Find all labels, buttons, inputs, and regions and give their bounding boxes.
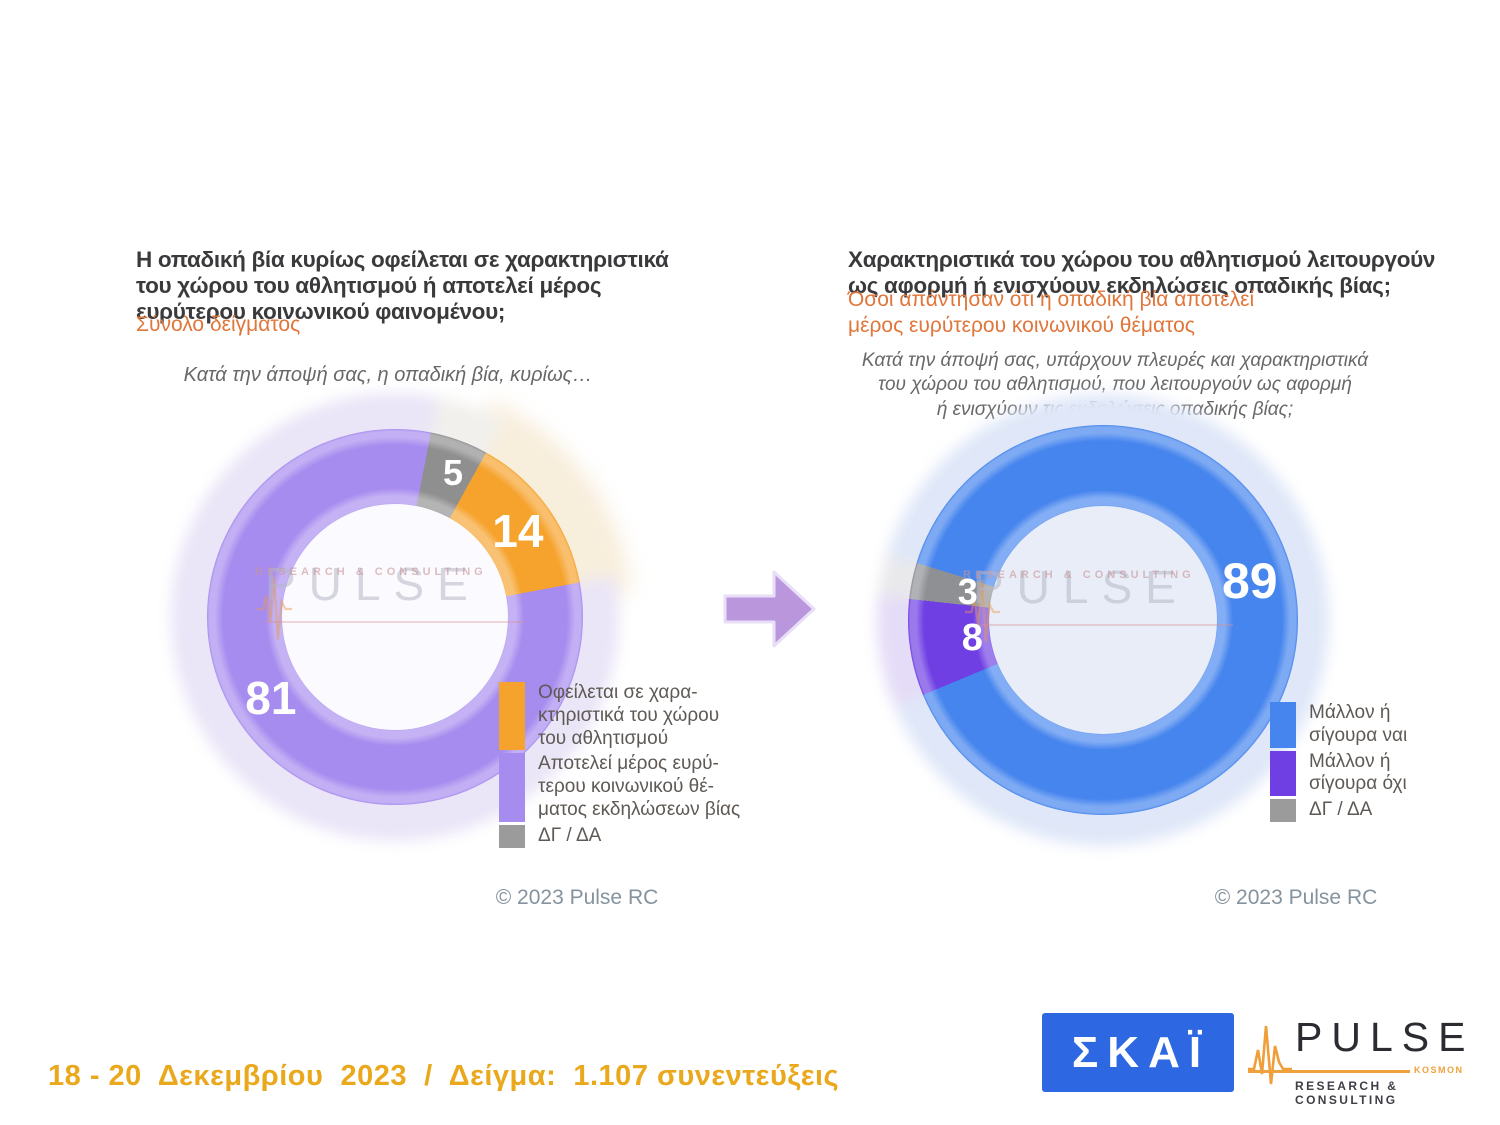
legend-label: ΔΓ / ΔΑ [538,824,602,846]
legend-label: Αποτελεί μέρος ευρύ- τερου κοινωνικού θέ… [538,753,741,820]
pulse-logo-line [1248,1070,1410,1073]
pulse-logo-waveform-icon [1248,1025,1292,1085]
skai-logo-text: ΣΚΑΪ [1071,1027,1211,1077]
segment-value-label: 81 [245,671,297,724]
legend-left: Οφείλεται σε χαρα- κτηριστικά του χώρου … [499,682,740,848]
legend-swatch [499,824,525,848]
legend-label: Μάλλον ή σίγουρα ναι [1309,702,1408,746]
pulse-waveform-icon [256,576,293,640]
chart-left-subtitle: Σύνολο δείγματος [136,313,301,336]
legend-swatch [499,753,525,822]
donut-hole [282,504,508,730]
flow-arrow-icon [723,570,816,648]
chart-right-question: Κατά την άποψή σας, υπάρχουν πλευρές και… [861,350,1369,420]
legend-item: Οφείλεται σε χαρα- κτηριστικά του χώρου … [499,682,740,751]
pulse-logo: PULSE KOSMON RESEARCH & CONSULTING [1245,1012,1475,1107]
legend-item: Μάλλον ή σίγουρα όχι [1270,750,1407,797]
legend-swatch [499,682,525,751]
copyright-left: © 2023 Pulse RC [495,886,659,909]
segment-value-label: 5 [443,452,464,494]
legend-item: ΔΓ / ΔΑ [1270,799,1407,822]
legend-right: Μάλλον ή σίγουρα ναι Μάλλον ή σίγουρα όχι… [1270,702,1407,822]
donut-hole [989,506,1217,734]
watermark-name: PULSE [265,558,481,610]
legend-swatch [1270,750,1296,797]
legend-swatch [1270,702,1296,748]
fieldwork-date-sample: 18 - 20 Δεκεμβρίου 2023 / Δείγμα: 1.107 … [48,1060,840,1092]
segment-value-label: 14 [492,504,544,557]
watermark-line [973,624,1233,626]
legend-label: Οφείλεται σε χαρα- κτηριστικά του χώρου … [538,682,720,749]
chart-right-subtitle: Όσοι απάντησαν ότι η οπαδική βία αποτελε… [848,288,1255,337]
pulse-waveform-icon [964,579,1001,643]
legend-label: ΔΓ / ΔΑ [1309,799,1373,821]
copyright-right: © 2023 Pulse RC [1214,886,1378,909]
pulse-logo-text: PULSE [1295,1014,1475,1060]
watermark-line [265,621,525,623]
legend-swatch [1270,799,1296,822]
pulse-logo-kosmon: KOSMON [1414,1065,1464,1075]
skai-logo: ΣΚΑΪ [1042,1013,1234,1092]
legend-item: Μάλλον ή σίγουρα ναι [1270,702,1407,748]
watermark-subtitle: RESEARCH & CONSULTING [963,569,1195,581]
watermark-name: PULSE [973,561,1189,613]
chart-left-title: Η οπαδική βία κυρίως οφείλεται σε χαρακτ… [136,246,669,325]
watermark-subtitle: RESEARCH & CONSULTING [255,566,487,578]
legend-item: Αποτελεί μέρος ευρύ- τερου κοινωνικού θέ… [499,753,741,822]
legend-label: Μάλλον ή σίγουρα όχι [1309,750,1407,795]
segment-value-label: 3 [957,571,978,613]
chart-right-title: Χαρακτηριστικά του χώρου του αθλητισμού … [848,246,1436,298]
legend-item: ΔΓ / ΔΑ [499,824,740,848]
pulse-logo-subtitle: RESEARCH & CONSULTING [1295,1079,1399,1107]
segment-value-label: 89 [1222,552,1278,609]
segment-value-label: 8 [961,617,983,660]
